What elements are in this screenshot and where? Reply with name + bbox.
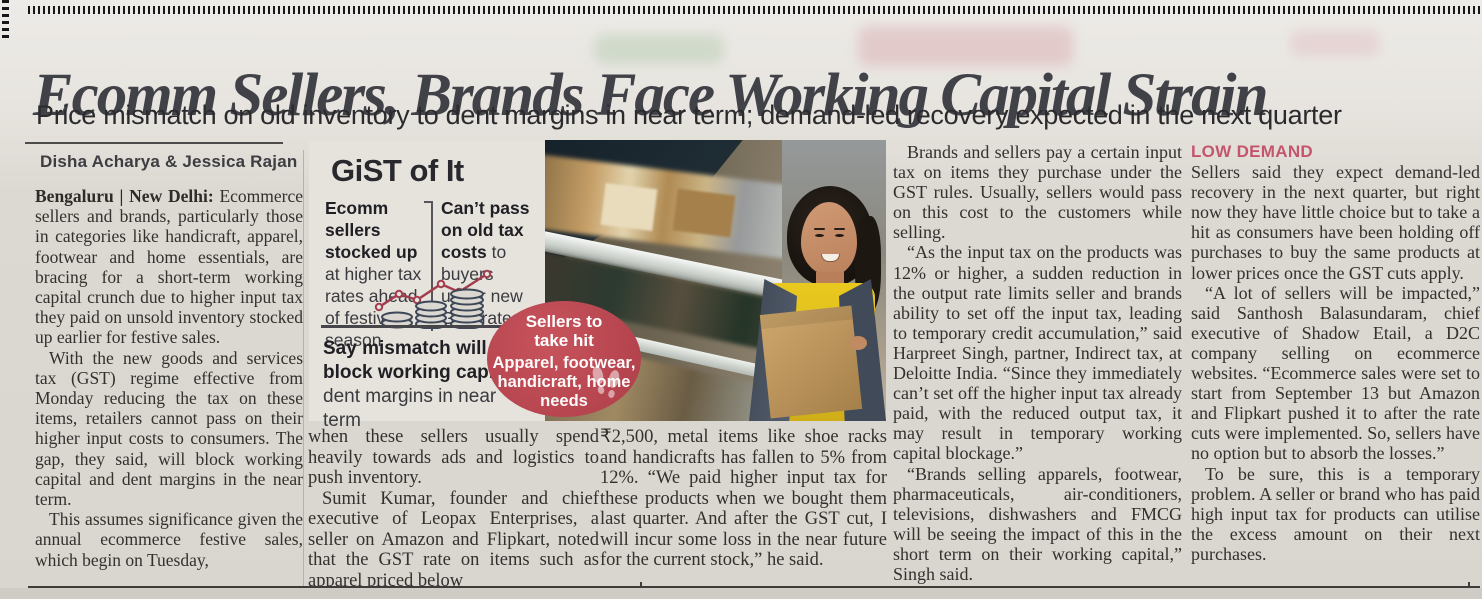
article-column-3: ₹2,500, metal items like shoe racks and … [600,427,887,571]
chart-and-coins-illustration [371,267,499,334]
gist-item-1: Ecomm sellers stocked up at higher tax r… [325,198,422,350]
sellers-hit-badge: Sellers to take hit Apparel, footwear, h… [487,301,641,417]
paragraph: when these sellers usually spend heavily… [308,427,599,488]
face [801,202,857,276]
ink-bleed [594,34,724,64]
rule [25,142,283,144]
badge-title: Sellers to take hit [525,312,603,350]
carton [600,182,658,232]
byline: Disha Acharya & Jessica Rajan [40,152,298,171]
paragraph: “As the input tax on the products was 12… [893,242,1182,464]
column-rule [303,150,304,586]
headline: Ecomm Sellers, Brands Face Working Capit… [33,61,1269,129]
edge-fold-marks [2,0,9,38]
footprints-icon [592,366,620,398]
paragraph: “Brands selling apparels, footwear, phar… [893,463,1182,584]
ink-bleed [858,26,1073,66]
paragraph: Sumit Kumar, founder and chief executive… [308,488,599,591]
carton [672,188,736,238]
gist-infographic-box: GiST of It Ecomm sellers stocked up at h… [309,141,545,431]
coin-stack-icon [381,288,484,330]
cardboard-box [759,305,863,419]
article-column-1: Bengaluru | New Delhi: Ecommerce sellers… [35,186,303,570]
page-edge [0,588,1482,599]
ink-bleed [1290,30,1380,56]
dateline: Bengaluru | New Delhi: [35,186,214,206]
paragraph: ₹2,500, metal items like shoe racks and … [600,427,887,570]
paragraph: Brands and sellers pay a certain input t… [893,142,1182,243]
rule-tick [1468,582,1470,590]
section-header-low-demand: LOW DEMAND [1191,142,1313,161]
paragraph: “A lot of sellers will be impacted,” sai… [1191,282,1480,464]
paragraph: With the new goods and services tax (GST… [35,347,303,510]
woman-holding-box [737,186,886,421]
line-chart-icon [374,269,492,330]
rule [28,586,1480,588]
gist-title: GiST of It [331,153,464,188]
paragraph: Bengaluru | New Delhi: Ecommerce sellers… [35,186,304,348]
divider [424,201,433,331]
paragraph: Sellers said they expect demand-led reco… [1191,162,1480,283]
paragraph: This assumes significance given the annu… [35,509,303,570]
article-column-4: Brands and sellers pay a certain input t… [893,142,1182,584]
rule-tick [640,582,642,590]
subheadline: Price mismatch on old inventory to dent … [36,100,1342,130]
perforation-border [28,6,1482,14]
rule [321,325,533,328]
article-column-5: LOW DEMAND Sellers said they expect dema… [1191,142,1480,564]
paragraph: To be sure, this is a temporary problem.… [1191,463,1480,564]
article-column-2: when these sellers usually spend heavily… [308,427,599,591]
